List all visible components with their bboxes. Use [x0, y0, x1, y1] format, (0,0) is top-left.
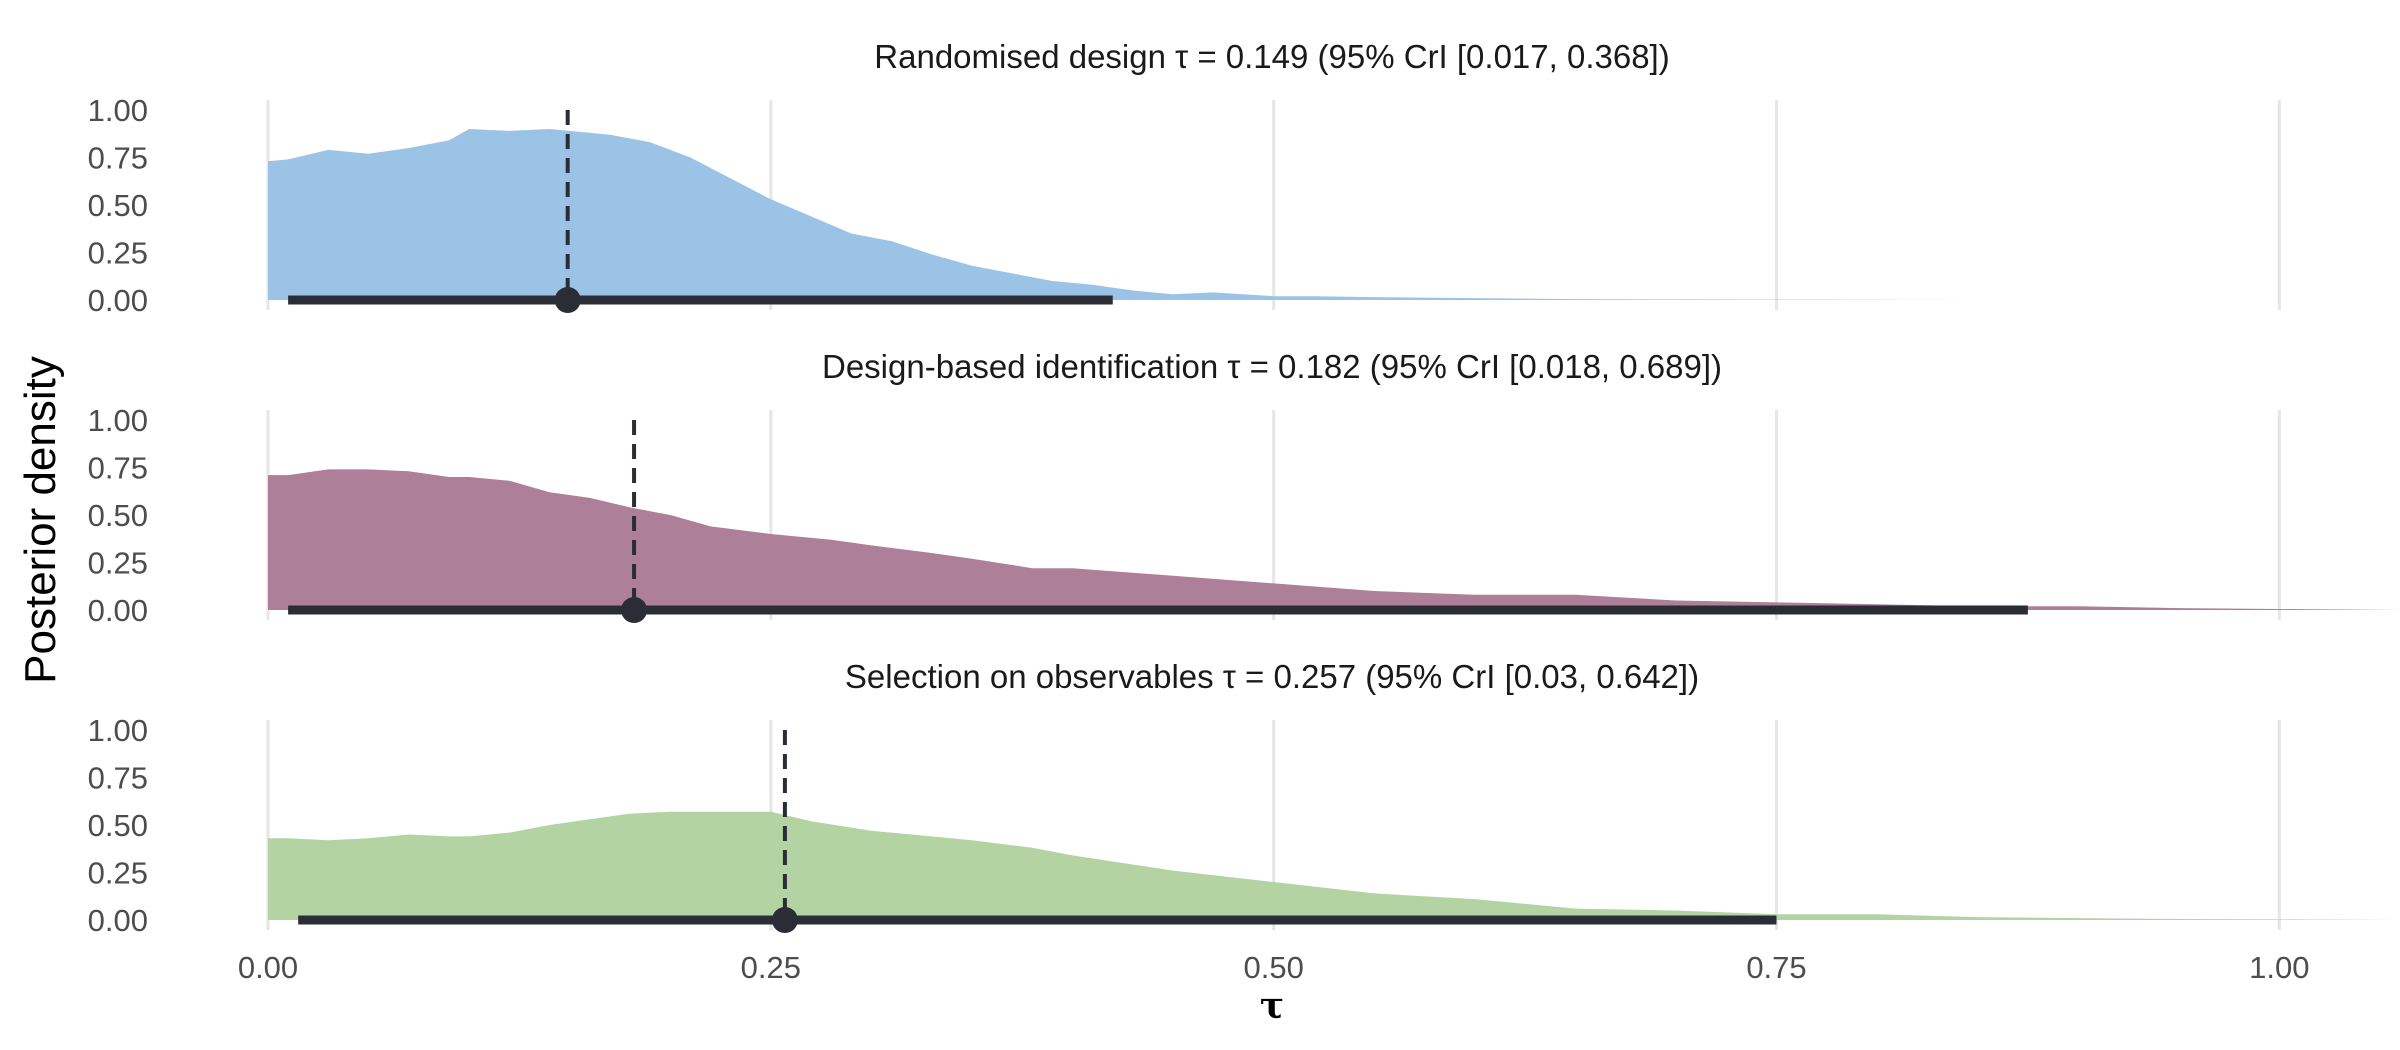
y-tick-label: 1.00 — [88, 713, 148, 748]
x-tick-label: 0.00 — [238, 950, 298, 985]
y-tick-label: 1.00 — [88, 93, 148, 128]
median-point — [554, 287, 581, 313]
y-tick-label: 0.00 — [88, 283, 148, 318]
median-point — [621, 597, 648, 623]
panel-title: Selection on observables τ = 0.257 (95% … — [845, 658, 1699, 695]
density-area — [268, 129, 1978, 300]
panel-title: Design-based identification τ = 0.182 (9… — [822, 348, 1722, 385]
y-tick-label: 0.50 — [88, 498, 148, 533]
y-tick-label: 1.00 — [88, 403, 148, 438]
x-tick-label: 0.50 — [1243, 950, 1303, 985]
y-tick-label: 0.75 — [88, 761, 148, 796]
panel-title: Randomised design τ = 0.149 (95% CrI [0.… — [874, 38, 1669, 75]
y-tick-label: 0.50 — [88, 808, 148, 843]
y-tick-label: 0.50 — [88, 188, 148, 223]
median-point — [771, 907, 798, 933]
y-tick-label: 0.00 — [88, 593, 148, 628]
y-axis-title: Posterior density — [16, 356, 65, 684]
y-tick-label: 0.25 — [88, 236, 148, 271]
y-tick-label: 0.00 — [88, 903, 148, 938]
density-area — [268, 469, 2400, 610]
x-tick-label: 1.00 — [2249, 950, 2309, 985]
y-tick-label: 0.75 — [88, 141, 148, 176]
x-tick-label: 0.75 — [1746, 950, 1806, 985]
y-tick-label: 0.25 — [88, 856, 148, 891]
y-tick-label: 0.25 — [88, 546, 148, 581]
x-axis-title: τ — [1260, 985, 1284, 1027]
density-area — [268, 811, 2400, 920]
y-tick-label: 0.75 — [88, 451, 148, 486]
x-tick-label: 0.25 — [741, 950, 801, 985]
